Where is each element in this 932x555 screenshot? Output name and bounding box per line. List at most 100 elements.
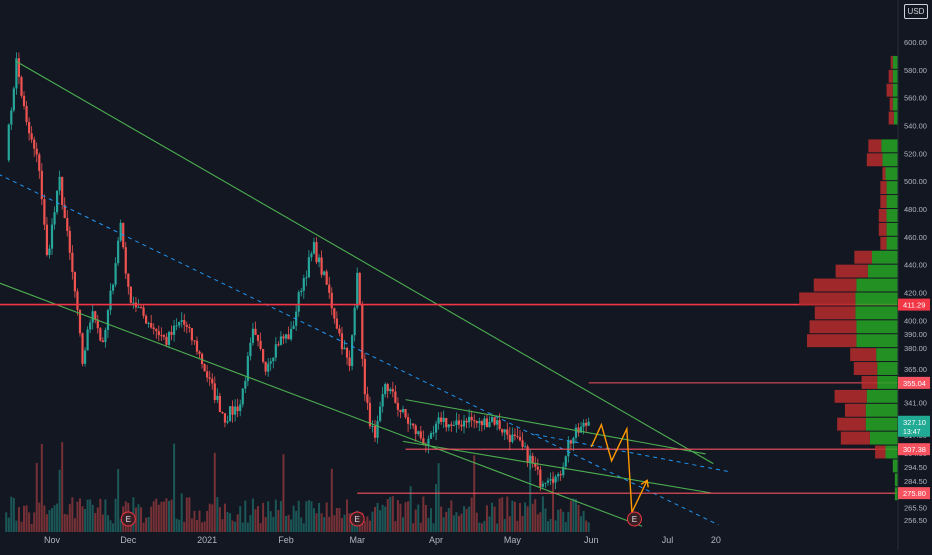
profile-row bbox=[875, 445, 898, 459]
volume-bar bbox=[338, 508, 341, 532]
candle bbox=[267, 357, 270, 377]
candle-body bbox=[371, 425, 374, 427]
candle-body bbox=[267, 363, 270, 372]
candle bbox=[193, 340, 196, 345]
volume-bar bbox=[96, 507, 99, 532]
price-tick-label: 341.00 bbox=[904, 398, 927, 407]
volume-bar bbox=[498, 498, 501, 532]
candle-body bbox=[236, 406, 239, 412]
candle-body bbox=[30, 133, 33, 140]
candle-body bbox=[554, 476, 557, 483]
candle bbox=[264, 361, 267, 376]
candle bbox=[101, 337, 104, 343]
candle bbox=[137, 299, 140, 308]
earnings-marker[interactable]: E bbox=[120, 511, 136, 527]
price-tick-label: 540.00 bbox=[904, 121, 927, 130]
candle bbox=[305, 270, 308, 287]
volume-bar bbox=[218, 507, 221, 532]
profile-sell bbox=[882, 167, 886, 181]
volume-bar bbox=[137, 504, 140, 532]
volume-bar bbox=[150, 506, 153, 532]
candle-body bbox=[343, 347, 346, 350]
price-tick-label: 365.00 bbox=[904, 365, 927, 374]
candle bbox=[94, 310, 97, 324]
candle-body bbox=[22, 95, 26, 106]
volume-bar bbox=[524, 502, 527, 532]
candle bbox=[419, 425, 422, 441]
volume-bar bbox=[140, 507, 143, 532]
profile-sell bbox=[834, 389, 867, 403]
candle bbox=[33, 136, 36, 157]
time-axis[interactable]: Nov Dec 2021 Feb Mar Apr May Jun Jul 20 bbox=[0, 532, 898, 550]
candle-body bbox=[239, 404, 242, 412]
candle bbox=[508, 426, 511, 451]
profile-buy bbox=[876, 348, 898, 362]
volume-bar bbox=[274, 499, 277, 532]
candle-body bbox=[259, 340, 262, 349]
candle-body bbox=[157, 331, 160, 336]
profile-row bbox=[807, 334, 898, 348]
volume-bar bbox=[394, 521, 397, 532]
candle-body bbox=[152, 327, 155, 330]
profile-buy bbox=[893, 111, 898, 125]
time-tick-label: Nov bbox=[44, 535, 61, 545]
volume-bar bbox=[168, 500, 170, 532]
candle bbox=[442, 410, 445, 428]
currency-label[interactable]: USD bbox=[904, 4, 928, 19]
volume-bar bbox=[325, 502, 328, 532]
candle-body bbox=[190, 328, 193, 341]
candle-body bbox=[61, 176, 64, 205]
volume-bar bbox=[483, 520, 486, 532]
price-tick-label: 580.00 bbox=[904, 66, 927, 75]
volume-bar bbox=[73, 518, 76, 532]
level-tag-text: 307.38 bbox=[903, 445, 926, 454]
volume-bar bbox=[384, 506, 387, 532]
candle bbox=[157, 325, 160, 342]
price-tick-label: 600.00 bbox=[904, 38, 927, 47]
volume-bar bbox=[94, 512, 97, 532]
candle-body bbox=[437, 417, 440, 424]
volume-bar bbox=[183, 521, 186, 532]
volume-bar bbox=[478, 522, 481, 532]
candle-body bbox=[501, 428, 504, 433]
candle bbox=[208, 370, 211, 386]
candle-body bbox=[508, 434, 511, 442]
volume-bar bbox=[465, 508, 468, 532]
candle-body bbox=[226, 421, 229, 423]
candle-body bbox=[429, 433, 433, 439]
candle-body bbox=[320, 257, 323, 275]
earnings-marker[interactable]: E bbox=[349, 511, 365, 527]
volume-bar bbox=[305, 501, 308, 532]
price-tick-label: 520.00 bbox=[904, 149, 927, 158]
profile-buy bbox=[892, 97, 898, 111]
candle-body bbox=[307, 257, 310, 278]
earnings-marker[interactable]: E bbox=[626, 511, 642, 527]
candle-body bbox=[269, 361, 272, 364]
volume-bar bbox=[63, 513, 66, 532]
volume-bar bbox=[323, 517, 326, 532]
candle bbox=[457, 413, 461, 429]
volume-bar bbox=[193, 510, 196, 532]
volume-bar bbox=[562, 511, 565, 532]
volume-bar bbox=[470, 497, 473, 532]
candle-body bbox=[254, 328, 257, 335]
candle-body bbox=[20, 77, 23, 96]
volume-bar bbox=[559, 508, 562, 532]
candle bbox=[564, 455, 567, 470]
volume-bar bbox=[567, 511, 570, 532]
price-axis[interactable]: 256.50265.50284.50294.50304.50317.50341.… bbox=[897, 0, 932, 550]
candle bbox=[559, 470, 562, 481]
volume-bar bbox=[246, 522, 249, 532]
candle bbox=[523, 442, 527, 448]
profile-sell bbox=[813, 278, 857, 292]
candle-body bbox=[91, 311, 94, 323]
candle-body bbox=[310, 253, 313, 258]
candle bbox=[145, 314, 148, 324]
volume-bar bbox=[511, 500, 514, 532]
candle bbox=[503, 428, 506, 441]
candle-body bbox=[498, 420, 501, 429]
candle-body bbox=[546, 480, 550, 483]
